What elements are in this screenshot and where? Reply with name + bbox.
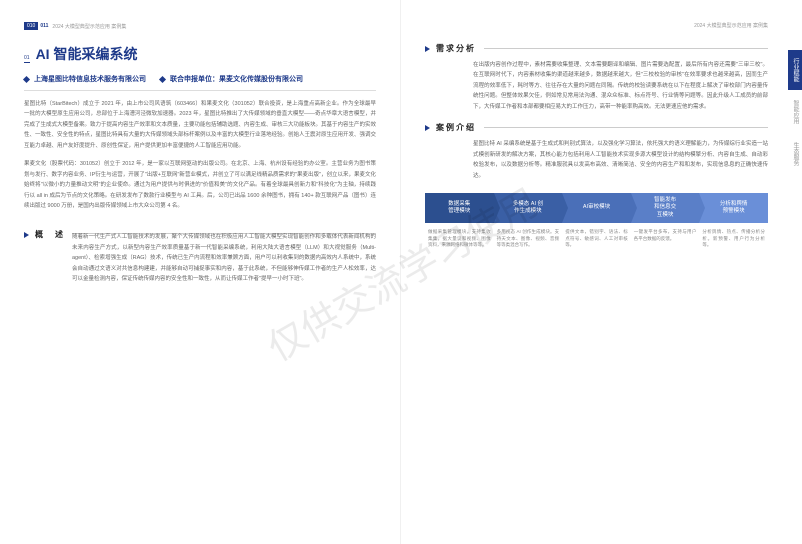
header-right: 2024 大模型典型示范应用 案例集: [425, 22, 768, 29]
right-page: 2024 大模型典型示范应用 案例集 需求分析 在出版内容创作过程中，素材需要收…: [401, 0, 802, 544]
paragraph-company1: 星图比特（StarBitech）成立于 2021 年，由上市公司风语筑（6034…: [24, 99, 376, 151]
overview-paragraph: 随着新一代生产式人工智能技术的发展，聚个大传媒领域也在积极应用人工智能大模型实现…: [72, 232, 376, 284]
module-2: 多模态 AI 创作生成模块 多用视态 AI 创作生成模块。支持天文本、图像、视频…: [494, 193, 563, 249]
module-flow: 数据采集管理模块 做据采集管理模块，支持集收集集，据大量议和视频、图像资料，来源…: [425, 193, 768, 249]
company-primary: 上海星图比特信息技术服务有限公司: [34, 74, 146, 84]
company-joint: 联合申报单位：果麦文化传媒股份有限公司: [170, 74, 303, 84]
section-analysis-header: 需求分析: [425, 43, 768, 54]
module-5: 分析和舆情预警模块 分析舆情、热点、传播分析分析。新预警、用户行为分析等。: [699, 193, 768, 249]
page-number-right: 011: [40, 23, 48, 29]
diamond-icon: [23, 75, 30, 82]
section-intro-title: 案例介绍: [436, 122, 476, 133]
tab-smart[interactable]: 智能应用: [788, 92, 802, 132]
module-1-head: 数据采集管理模块: [425, 193, 494, 223]
module-5-head: 分析和舆情预警模块: [699, 193, 768, 223]
page-number-left: 010: [24, 22, 38, 30]
company-row: 上海星图比特信息技术服务有限公司 联合申报单位：果麦文化传媒股份有限公司: [24, 74, 376, 91]
diamond-icon: [159, 75, 166, 82]
module-1-body: 做据采集管理模块，支持集收集集，据大量议和视频、图像资料，来源网络和微体等等。: [425, 223, 494, 249]
module-2-head: 多模态 AI 创作生成模块: [494, 193, 563, 223]
triangle-icon: [425, 125, 430, 131]
breadcrumb: 2024 大模型典型示范应用 案例集: [52, 23, 126, 30]
paragraph-company2: 果麦文化（股票代码：301052）创立于 2012 年，是一家以互联网驱动的出版…: [24, 159, 376, 211]
module-4: 智能发布和信息交互模块 一键发平台多布，支持与用户各平台数据的反馈。: [631, 193, 700, 249]
section-overview-title: 概 述: [35, 229, 65, 240]
side-tabs: 行业赋能 智能应用 生态服务: [788, 50, 802, 176]
page-title: AI 智能采编系统: [36, 44, 138, 64]
tab-eco[interactable]: 生态服务: [788, 134, 802, 174]
module-1: 数据采集管理模块 做据采集管理模块，支持集收集集，据大量议和视频、图像资料，来源…: [425, 193, 494, 249]
section-intro-header: 案例介绍: [425, 122, 768, 133]
section-analysis-title: 需求分析: [436, 43, 476, 54]
intro-paragraph: 星图比特 AI 采编系统是基于生成式和判别式算法，以及强化学习算法，依托强大的语…: [473, 139, 768, 181]
module-3-body: 提供文本，错别字、语法、标点符号、敏感词、人工对审核等。: [562, 223, 631, 249]
module-2-body: 多用视态 AI 创作生成模块。支持天文本、图像、视频、音频等等类混合写作。: [494, 223, 563, 249]
module-3: AI审校模块 提供文本，错别字、语法、标点符号、敏感词、人工对审核等。: [562, 193, 631, 249]
section-overview-header: 概 述: [24, 229, 72, 240]
module-4-head: 智能发布和信息交互模块: [631, 193, 700, 223]
left-page: 010 011 2024 大模型典型示范应用 案例集 01 AI 智能采编系统 …: [0, 0, 401, 544]
title-number: 01: [24, 55, 30, 63]
module-5-body: 分析舆情、热点、传播分析分析。新预警、用户行为分析等。: [699, 223, 768, 249]
module-3-head: AI审校模块: [562, 193, 631, 223]
title-row: 01 AI 智能采编系统: [24, 44, 376, 64]
module-4-body: 一键发平台多布，支持与用户各平台数据的反馈。: [631, 223, 700, 243]
triangle-icon: [425, 46, 430, 52]
triangle-icon: [24, 232, 29, 238]
tab-industry[interactable]: 行业赋能: [788, 50, 802, 90]
header-left: 010 011 2024 大模型典型示范应用 案例集: [24, 22, 376, 30]
analysis-paragraph: 在出版内容创作过程中，素材需要收集整理、文本需要翻译和编辑、图片需要选配置，最后…: [473, 60, 768, 112]
